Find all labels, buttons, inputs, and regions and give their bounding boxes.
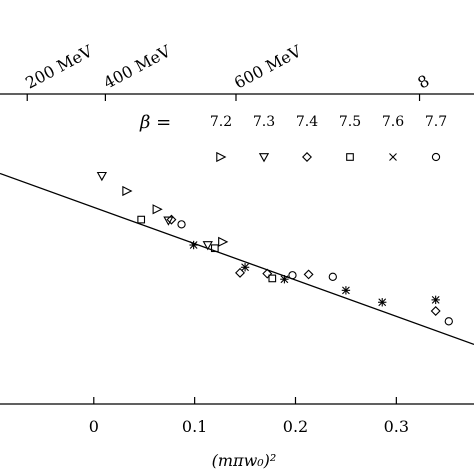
data-point-square [137,215,146,224]
data-point-asterisk [189,240,198,250]
legend-marker-triangle-right [216,151,227,163]
data-point-asterisk [431,295,440,305]
data-point-asterisk [240,263,250,272]
legend-marker-diamond [302,152,312,162]
data-point-asterisk [280,275,289,284]
legend-marker-circle [431,152,441,162]
data-point-square [210,244,219,253]
axis-ticks: 0 0.1 0.2 0.3 200 MeV 400 MeV 600 MeV 8 [22,41,432,436]
data-point-circle [177,220,186,229]
legend-title: β = [139,112,171,133]
data-point-triangle-right [152,204,163,215]
data-point-diamond [235,267,246,278]
data-point-asterisk [341,286,351,295]
fit-line-layer [0,172,474,345]
data-point-triangle-right [218,236,229,247]
top-tick-label: 400 MeV [100,41,174,92]
x-axis-label: (mπw₀)² [212,451,277,470]
data-point-diamond [430,306,441,316]
legend-label: 7.6 [382,114,404,130]
legend-label: 7.2 [210,114,232,130]
data-point-triangle-down [96,171,107,182]
data-point-triangle-down [202,241,213,251]
legend-marker-cross [389,153,397,161]
top-tick-label: 600 MeV [231,41,305,92]
x-tick-label: 0 [89,417,99,436]
x-tick-label: 0.1 [182,417,207,436]
data-point-triangle-down [163,216,174,226]
legend-marker-square [346,153,354,161]
legend-marker-triangle-down [258,153,270,163]
data-point-triangle-right [122,185,133,197]
data-point-square [268,274,277,283]
x-tick-label: 0.2 [283,417,308,436]
legend-label: 7.3 [253,114,275,130]
data-point-circle [444,317,453,326]
legend-label: 7.4 [296,114,318,130]
data-point-diamond [303,269,314,280]
legend-label: 7.5 [339,114,361,130]
data-point-circle [288,271,297,280]
top-tick-label: 200 MeV [22,41,96,92]
data-point-circle [328,272,337,281]
legend-label: 7.7 [425,114,447,130]
top-tick-label: 8 [414,71,432,93]
data-point-asterisk [378,298,387,307]
data-point-diamond [166,214,177,225]
data-points [96,171,453,326]
legend: β = 7.2 7.3 7.4 7.5 7.6 7.7 [139,112,447,163]
fit-line [0,172,474,345]
data-point-diamond [262,268,273,279]
x-tick-label: 0.3 [384,417,409,436]
